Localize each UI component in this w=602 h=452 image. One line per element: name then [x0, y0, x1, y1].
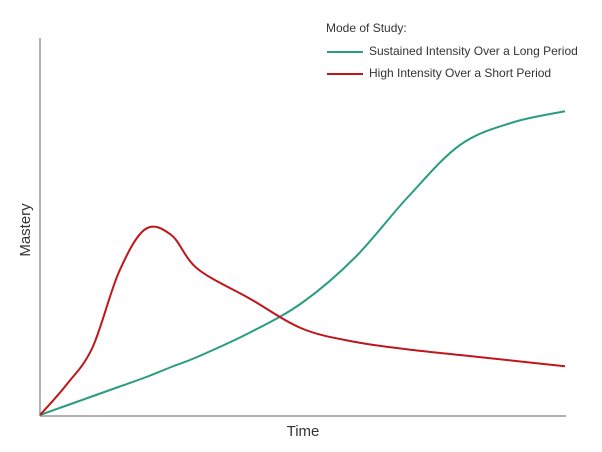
x-axis-label: Time: [287, 423, 320, 440]
legend-label: High Intensity Over a Short Period: [369, 66, 551, 80]
line-series: [39, 110, 566, 416]
legend-title: Mode of Study:: [326, 21, 407, 35]
legend-label: Sustained Intensity Over a Long Period: [369, 44, 578, 58]
y-axis-label: Mastery: [17, 203, 34, 257]
line-series: [39, 225, 566, 416]
